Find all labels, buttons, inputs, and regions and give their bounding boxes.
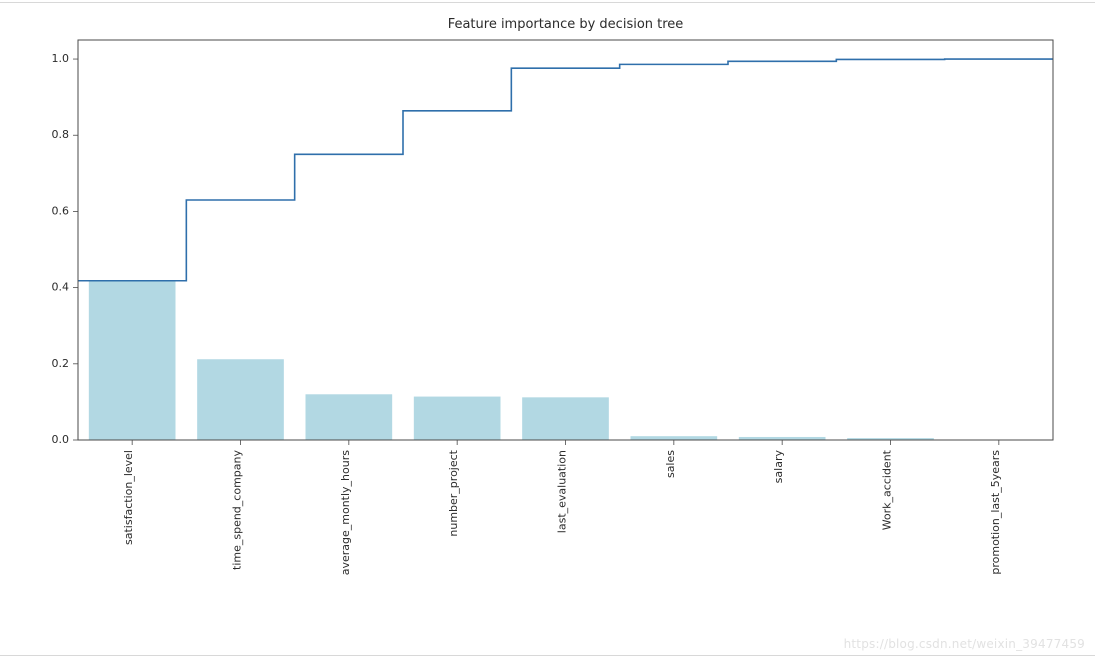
y-tick-label: 0.4: [52, 281, 70, 294]
y-tick-label: 0.2: [52, 357, 70, 370]
x-tick-label: sales: [664, 450, 677, 478]
x-tick-label: Work_accident: [881, 449, 894, 530]
bar: [197, 359, 284, 440]
bar: [631, 436, 718, 440]
watermark-text: https://blog.csdn.net/weixin_39477459: [844, 637, 1085, 651]
x-tick-label: number_project: [447, 449, 460, 536]
page-top-rule: [0, 2, 1095, 3]
feature-importance-chart: 0.0 0.2 0.4 0.6 0.8 1.0 satisfaction_level time…: [8, 8, 1088, 648]
x-tick-label: last_evaluation: [556, 450, 569, 533]
y-tick-label: 0.0: [52, 433, 70, 446]
x-tick-label: time_spend_company: [231, 450, 244, 570]
bar: [414, 397, 501, 440]
chart-container: 0.0 0.2 0.4 0.6 0.8 1.0 satisfaction_level time…: [8, 8, 1088, 648]
bar: [522, 397, 609, 440]
y-tick-label: 1.0: [52, 52, 70, 65]
y-tick-label: 0.8: [52, 128, 70, 141]
x-tick-label: promotion_last_5years: [989, 450, 1002, 575]
x-tick-label: salary: [772, 450, 785, 484]
x-tick-label: satisfaction_level: [122, 450, 135, 545]
y-tick-label: 0.6: [52, 204, 70, 217]
bar: [89, 281, 176, 440]
x-tick-label: average_montly_hours: [339, 450, 352, 576]
page-bottom-rule: [0, 655, 1095, 656]
bar: [306, 394, 393, 440]
chart-title: Feature importance by decision tree: [448, 17, 684, 32]
